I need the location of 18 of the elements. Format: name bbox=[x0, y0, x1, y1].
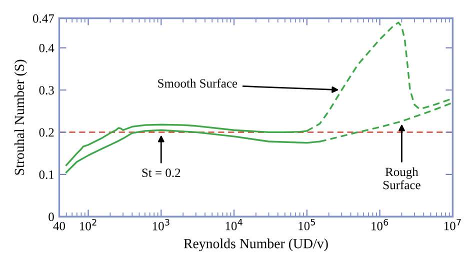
y-tick-label: 0 bbox=[48, 212, 54, 222]
x-tick-label: 10$^{5}$ bbox=[298, 218, 316, 230]
y-axis-title: Strouhal Number (S) bbox=[14, 60, 27, 175]
x-axis-title: Reynolds Number (UD/v) bbox=[184, 238, 328, 252]
x-tick-label: 10$^{3}$ bbox=[152, 218, 170, 230]
annotation: Rough Surface bbox=[383, 167, 420, 190]
annotation: St = 0.2 bbox=[142, 168, 180, 178]
y-tick-label: 0.2 bbox=[39, 128, 54, 137]
y-tick-label: 0.47 bbox=[32, 14, 54, 23]
x-tick-label: 10$^{6}$ bbox=[372, 218, 388, 230]
x-tick-label: 10$^{2}$ bbox=[80, 218, 96, 230]
x-tick-label: 10$^{4}$ bbox=[226, 218, 242, 230]
x-tick-label: 10$^{7}$ bbox=[444, 218, 461, 230]
y-tick-label: 0.4 bbox=[39, 44, 54, 52]
y-tick-label: 0.3 bbox=[39, 86, 54, 95]
annotation: Smooth Surface bbox=[158, 78, 238, 88]
x-tick-label: 40 bbox=[53, 222, 66, 230]
y-tick-label: 0.1 bbox=[39, 170, 54, 179]
